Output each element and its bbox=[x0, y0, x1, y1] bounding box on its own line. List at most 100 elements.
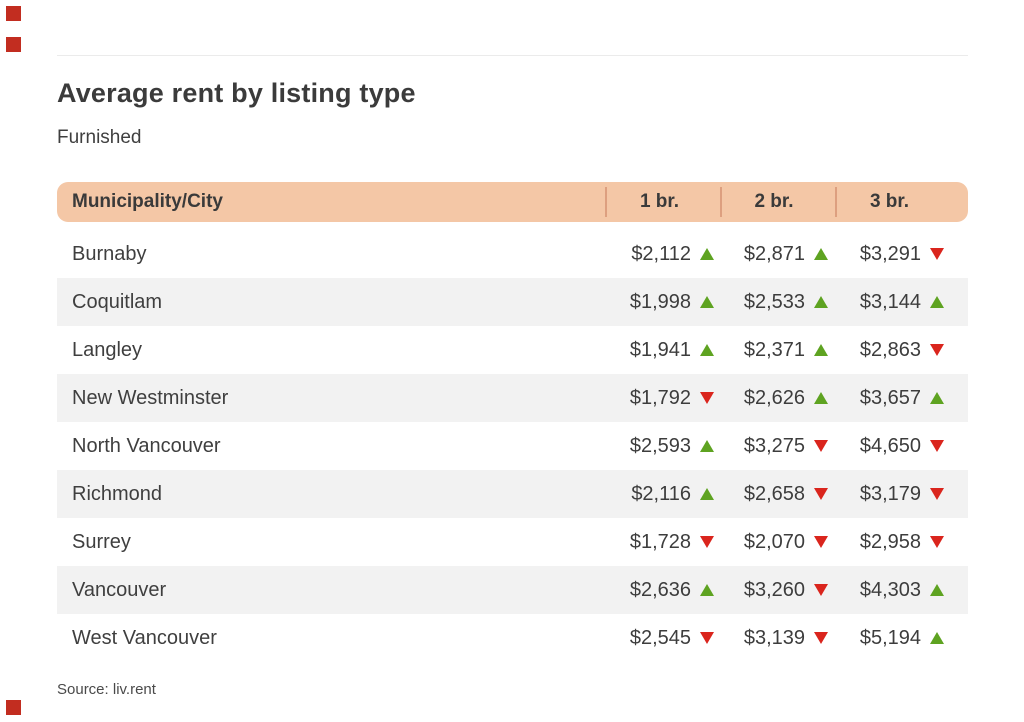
trend-down-icon bbox=[700, 536, 714, 548]
rent-table: Municipality/City 1 br. 2 br. 3 br. Burn… bbox=[57, 182, 968, 662]
rent-amount: $3,260 bbox=[743, 578, 805, 601]
trend-down-icon bbox=[930, 440, 944, 452]
trend-down-icon bbox=[930, 344, 944, 356]
rent-amount: $2,070 bbox=[743, 530, 805, 553]
trend-up-icon bbox=[930, 632, 944, 644]
rent-cell-1br: $1,728 bbox=[605, 531, 720, 554]
trend-up-icon bbox=[814, 296, 828, 308]
rent-amount: $4,650 bbox=[859, 434, 921, 457]
table-row: Langley $1,941 $2,371 $2,863 bbox=[57, 326, 968, 374]
trend-up-icon bbox=[814, 344, 828, 356]
trend-up-icon bbox=[930, 296, 944, 308]
rent-cell-1br: $1,792 bbox=[605, 387, 720, 410]
rent-cell-3br: $2,863 bbox=[835, 339, 968, 362]
trend-up-icon bbox=[814, 248, 828, 260]
rent-cell-3br: $3,144 bbox=[835, 291, 968, 314]
trend-down-icon bbox=[814, 440, 828, 452]
rent-amount: $2,626 bbox=[743, 386, 805, 409]
brand-square-icon bbox=[6, 700, 21, 715]
table-row: New Westminster $1,792 $2,626 $3,657 bbox=[57, 374, 968, 422]
rent-amount: $4,303 bbox=[859, 578, 921, 601]
trend-up-icon bbox=[814, 392, 828, 404]
rent-cell-1br: $2,545 bbox=[605, 627, 720, 650]
rent-cell-3br: $4,650 bbox=[835, 435, 968, 458]
column-header-2br: 2 br. bbox=[720, 182, 835, 222]
municipality-cell: Surrey bbox=[72, 530, 131, 553]
table-row: North Vancouver $2,593 $3,275 $4,650 bbox=[57, 422, 968, 470]
table-row: Burnaby $2,112 $2,871 $3,291 bbox=[57, 230, 968, 278]
trend-up-icon bbox=[930, 392, 944, 404]
rent-cell-2br: $3,139 bbox=[720, 627, 835, 650]
rent-cell-3br: $2,958 bbox=[835, 531, 968, 554]
trend-down-icon bbox=[700, 632, 714, 644]
municipality-cell: Richmond bbox=[72, 482, 163, 505]
table-row: Surrey $1,728 $2,070 $2,958 bbox=[57, 518, 968, 566]
rent-amount: $2,593 bbox=[629, 434, 691, 457]
rent-amount: $3,291 bbox=[859, 242, 921, 265]
rent-amount: $1,792 bbox=[629, 386, 691, 409]
trend-down-icon bbox=[930, 248, 944, 260]
rent-amount: $2,871 bbox=[743, 242, 805, 265]
rent-cell-2br: $2,533 bbox=[720, 291, 835, 314]
rent-cell-2br: $2,070 bbox=[720, 531, 835, 554]
column-header-3br: 3 br. bbox=[835, 182, 968, 222]
rent-amount: $3,179 bbox=[859, 482, 921, 505]
municipality-cell: Langley bbox=[72, 338, 143, 361]
listing-type-subtitle: Furnished bbox=[57, 127, 142, 148]
rent-cell-1br: $1,941 bbox=[605, 339, 720, 362]
rent-amount: $1,941 bbox=[629, 338, 691, 361]
trend-up-icon bbox=[700, 344, 714, 356]
rent-amount: $3,139 bbox=[743, 626, 805, 649]
rent-amount: $2,371 bbox=[743, 338, 805, 361]
rent-cell-3br: $4,303 bbox=[835, 579, 968, 602]
municipality-cell: North Vancouver bbox=[72, 434, 221, 457]
rent-cell-2br: $3,275 bbox=[720, 435, 835, 458]
municipality-cell: Burnaby bbox=[72, 242, 147, 265]
rent-cell-2br: $2,871 bbox=[720, 243, 835, 266]
table-header-row: Municipality/City 1 br. 2 br. 3 br. bbox=[57, 182, 968, 222]
top-divider bbox=[57, 55, 968, 56]
column-header-1br: 1 br. bbox=[605, 182, 720, 222]
rent-amount: $2,863 bbox=[859, 338, 921, 361]
rent-cell-1br: $2,593 bbox=[605, 435, 720, 458]
rent-amount: $2,116 bbox=[631, 482, 691, 505]
municipality-cell: New Westminster bbox=[72, 386, 229, 409]
table-row: Vancouver $2,636 $3,260 $4,303 bbox=[57, 566, 968, 614]
rent-cell-2br: $2,658 bbox=[720, 483, 835, 506]
rent-amount: $1,728 bbox=[629, 530, 691, 553]
trend-down-icon bbox=[814, 584, 828, 596]
rent-amount: $3,657 bbox=[859, 386, 921, 409]
table-row: West Vancouver $2,545 $3,139 $5,194 bbox=[57, 614, 968, 662]
trend-up-icon bbox=[700, 488, 714, 500]
table-body: Burnaby $2,112 $2,871 $3,291 Coquitlam $… bbox=[57, 230, 968, 662]
rent-cell-3br: $3,291 bbox=[835, 243, 968, 266]
rent-amount: $1,998 bbox=[629, 290, 691, 313]
rent-amount: $3,144 bbox=[859, 290, 921, 313]
rent-cell-3br: $5,194 bbox=[835, 627, 968, 650]
column-header-municipality: Municipality/City bbox=[72, 191, 223, 212]
rent-report-card: Average rent by listing type Furnished M… bbox=[57, 78, 968, 698]
trend-down-icon bbox=[930, 536, 944, 548]
trend-down-icon bbox=[814, 488, 828, 500]
trend-up-icon bbox=[700, 296, 714, 308]
rent-cell-2br: $2,371 bbox=[720, 339, 835, 362]
table-row: Richmond $2,116 $2,658 $3,179 bbox=[57, 470, 968, 518]
trend-down-icon bbox=[930, 488, 944, 500]
trend-down-icon bbox=[700, 392, 714, 404]
brand-square-icon bbox=[6, 37, 21, 52]
rent-amount: $2,658 bbox=[743, 482, 805, 505]
rent-cell-2br: $3,260 bbox=[720, 579, 835, 602]
rent-cell-3br: $3,657 bbox=[835, 387, 968, 410]
rent-amount: $5,194 bbox=[859, 626, 921, 649]
brand-square-icon bbox=[6, 6, 21, 21]
rent-amount: $2,533 bbox=[743, 290, 805, 313]
rent-cell-3br: $3,179 bbox=[835, 483, 968, 506]
rent-amount: $2,958 bbox=[859, 530, 921, 553]
rent-cell-1br: $2,116 bbox=[605, 483, 720, 506]
rent-amount: $3,275 bbox=[743, 434, 805, 457]
rent-cell-1br: $2,636 bbox=[605, 579, 720, 602]
rent-amount: $2,545 bbox=[629, 626, 691, 649]
source-attribution: Source: liv.rent bbox=[57, 681, 156, 698]
trend-up-icon bbox=[700, 440, 714, 452]
trend-down-icon bbox=[814, 632, 828, 644]
